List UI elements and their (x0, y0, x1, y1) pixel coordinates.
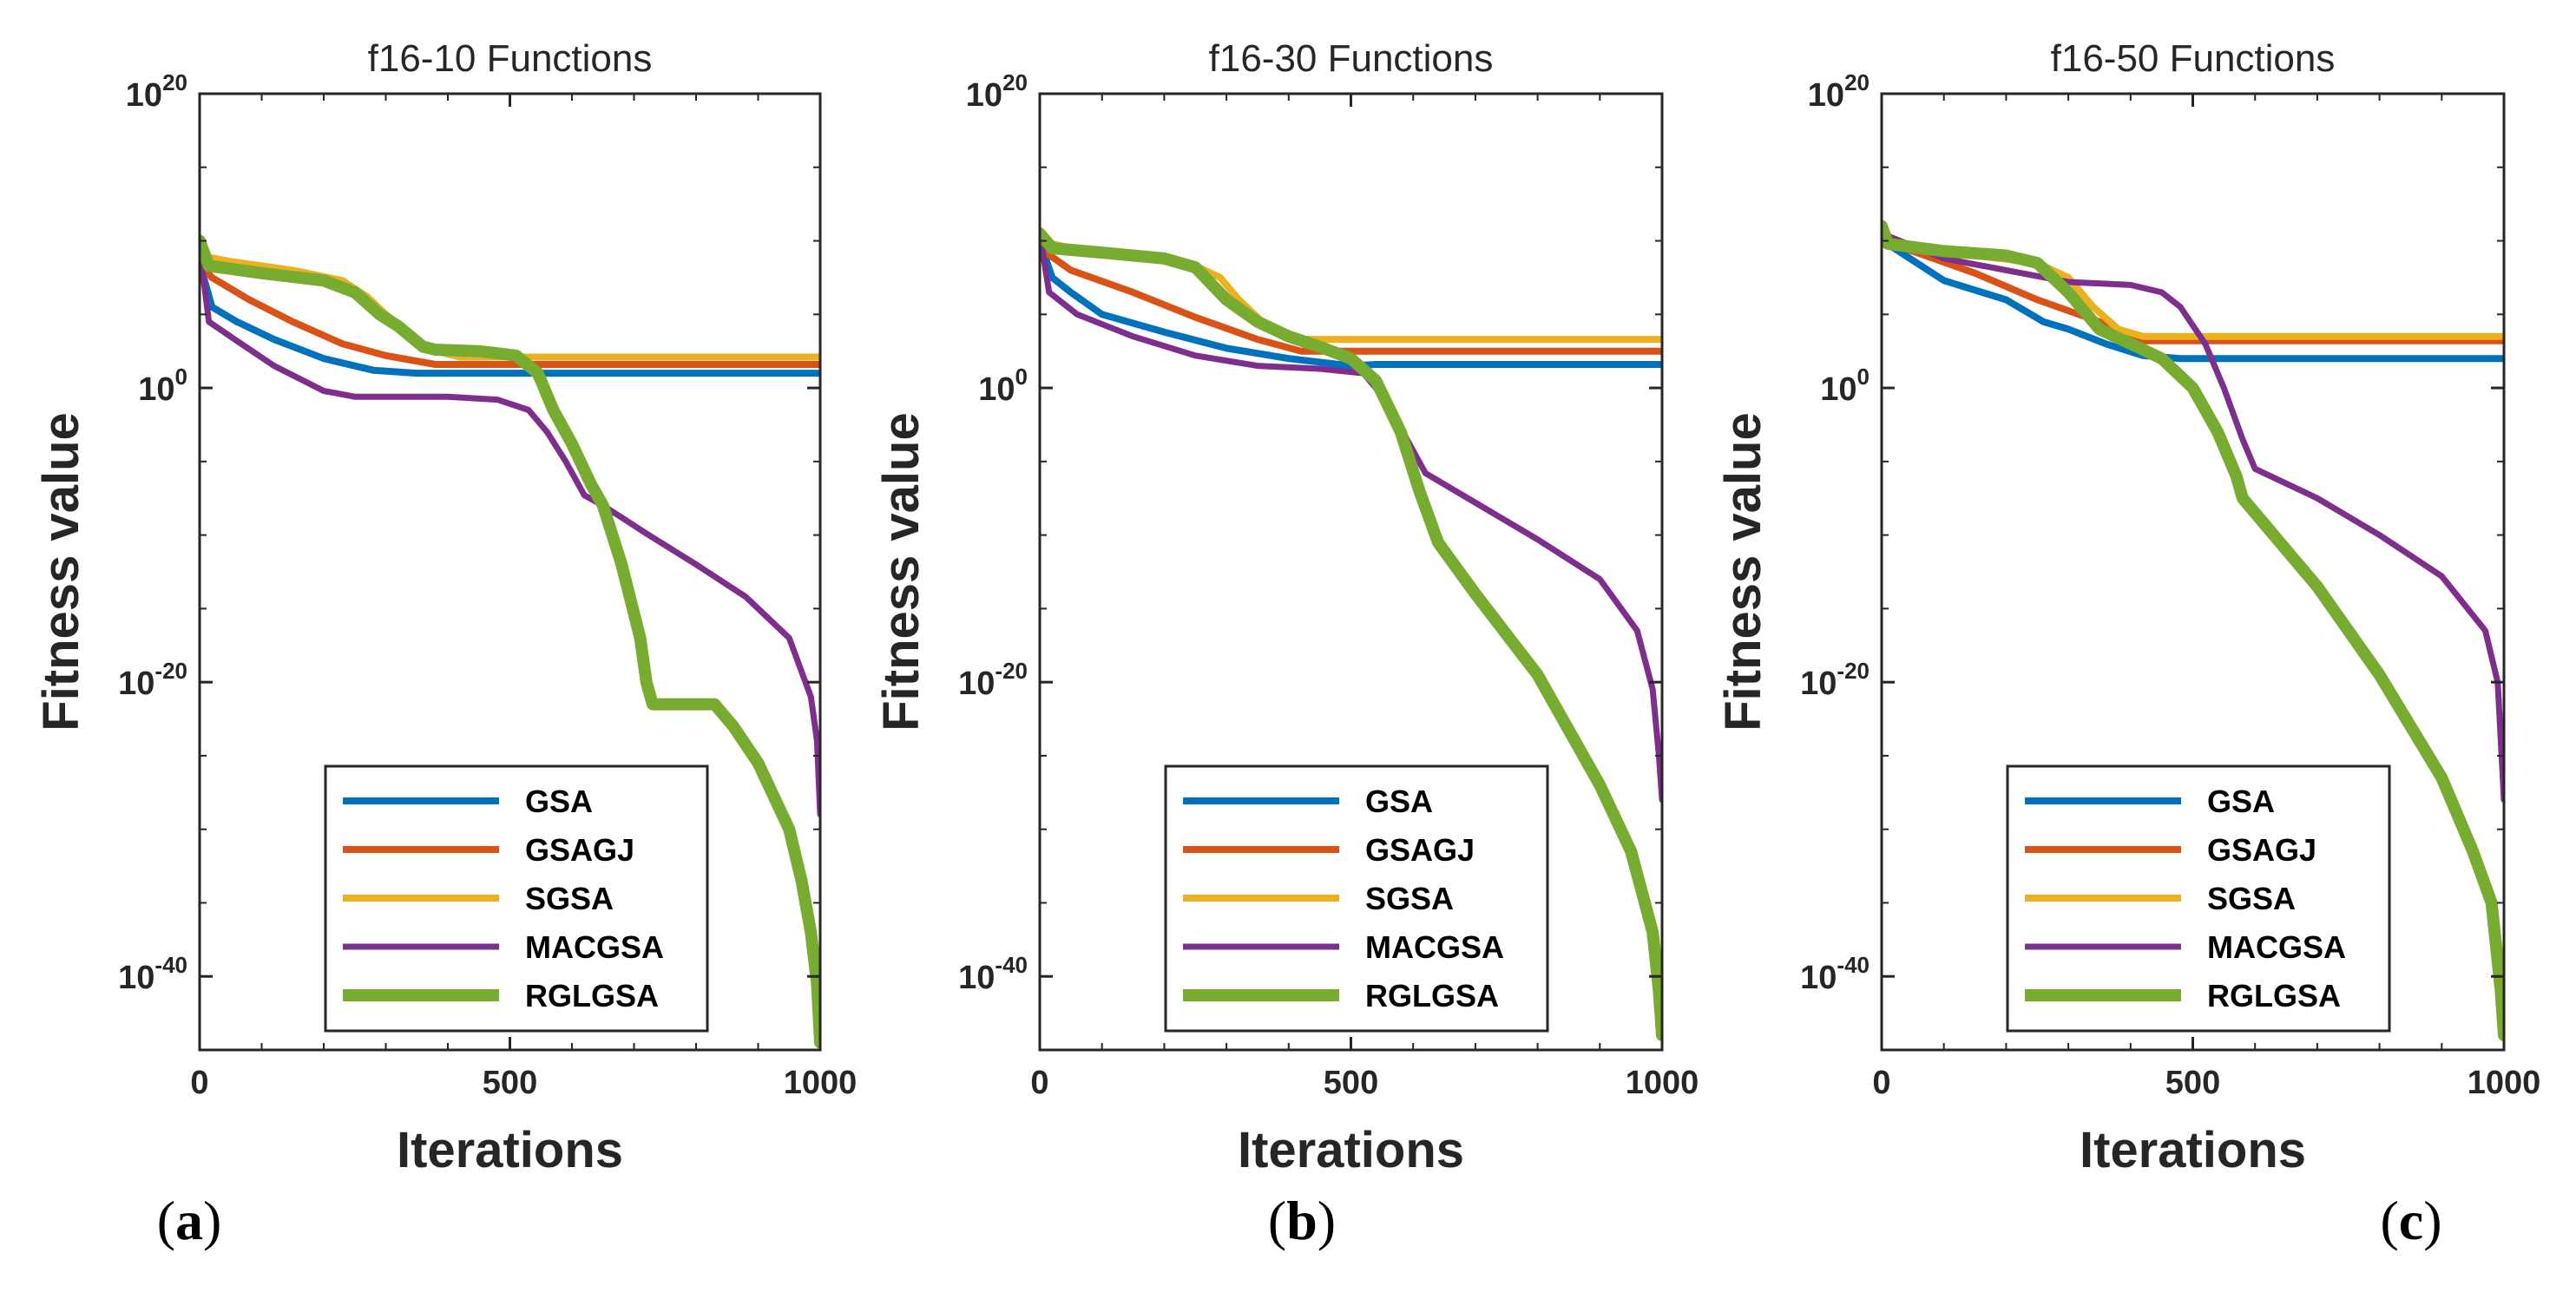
chart-title: f16-50 Functions (2051, 37, 2336, 80)
series-line-rglgsa (200, 234, 820, 1049)
legend-label-gsa: GSA (2207, 784, 2275, 819)
panel-label: (a) (157, 1190, 222, 1251)
chart-title: f16-30 Functions (1209, 37, 1494, 80)
series-line-rglgsa (1882, 220, 2504, 1041)
legend-label-sgsa: SGSA (1365, 881, 1454, 916)
legend-label-gsagj: GSAGJ (1365, 832, 1475, 868)
series-line-rglgsa (1040, 227, 1662, 1041)
y-tick-label: 10-40 (958, 952, 1028, 996)
legend-label-macgsa: MACGSA (2207, 929, 2346, 965)
chart-title: f16-10 Functions (368, 37, 653, 80)
x-tick-label: 0 (1030, 1065, 1048, 1101)
chart-panel-c: 0 500 1000 1020 100 10-20 10-40 f16-50 Function… (1715, 37, 2540, 1251)
series-lines (1040, 227, 1662, 1041)
series-line-gsa (200, 259, 820, 377)
legend-label-gsa: GSA (525, 784, 593, 819)
legend-label-gsagj: GSAGJ (525, 832, 634, 868)
panel-label: (c) (2380, 1190, 2441, 1251)
y-tick-label: 100 (978, 364, 1028, 408)
y-tick-label: 10-20 (958, 658, 1028, 702)
chart-panel-b: 0 500 1000 1020 100 10-20 10-40 f16-30 Function… (873, 37, 1699, 1251)
y-tick-label: 100 (138, 364, 187, 408)
x-tick-label: 0 (1872, 1065, 1890, 1101)
legend-label-sgsa: SGSA (525, 881, 614, 916)
y-tick-label: 1020 (966, 69, 1028, 114)
legend-label-rglgsa: RGLGSA (525, 978, 659, 1014)
y-tick-label: 100 (1820, 364, 1870, 408)
legend-label-gsa: GSA (1365, 784, 1433, 819)
series-line-gsagj (1040, 245, 1662, 355)
x-axis-label: Iterations (1238, 1122, 1464, 1178)
series-line-macgsa (200, 245, 820, 818)
x-tick-label: 1000 (1626, 1065, 1699, 1101)
legend-label-macgsa: MACGSA (1365, 929, 1504, 965)
panel-label: (b) (1268, 1190, 1336, 1251)
y-tick-label: 10-40 (118, 952, 187, 996)
y-tick-label: 10-20 (1800, 658, 1870, 702)
x-tick-label: 500 (1324, 1065, 1378, 1101)
legend-label-rglgsa: RGLGSA (2207, 978, 2341, 1014)
legend-label-sgsa: SGSA (2207, 881, 2296, 916)
y-axis-label: Fitness value (873, 412, 930, 731)
y-axis-label: Fitness value (33, 412, 89, 731)
legend-label-macgsa: MACGSA (525, 929, 664, 965)
x-tick-label: 500 (2165, 1065, 2220, 1101)
y-tick-label: 10-40 (1800, 952, 1870, 996)
chart-panel-a: 0 500 1000 1020 100 10-20 10-40 f16-10 Function… (33, 37, 857, 1251)
legend: GSA GSAGJ SGSA MACGSA RGLGSA (1164, 764, 1549, 1033)
y-tick-label: 10-20 (118, 658, 187, 702)
x-axis-label: Iterations (397, 1122, 623, 1178)
legend-label-gsagj: GSAGJ (2207, 832, 2316, 868)
legend: GSA GSAGJ SGSA MACGSA RGLGSA (324, 764, 709, 1033)
x-tick-label: 500 (483, 1065, 537, 1101)
series-lines (200, 234, 820, 1049)
y-tick-label: 1020 (126, 69, 187, 114)
legend: GSA GSAGJ SGSA MACGSA RGLGSA (2006, 764, 2391, 1033)
x-tick-label: 0 (190, 1065, 208, 1101)
series-lines (1882, 220, 2504, 1041)
y-tick-label: 1020 (1808, 69, 1870, 114)
x-tick-label: 1000 (2468, 1065, 2541, 1101)
y-axis-label: Fitness value (1715, 412, 1771, 731)
x-tick-label: 1000 (784, 1065, 858, 1101)
series-line-gsagj (200, 259, 820, 368)
legend-label-rglgsa: RGLGSA (1365, 978, 1499, 1014)
x-axis-label: Iterations (2080, 1122, 2306, 1178)
